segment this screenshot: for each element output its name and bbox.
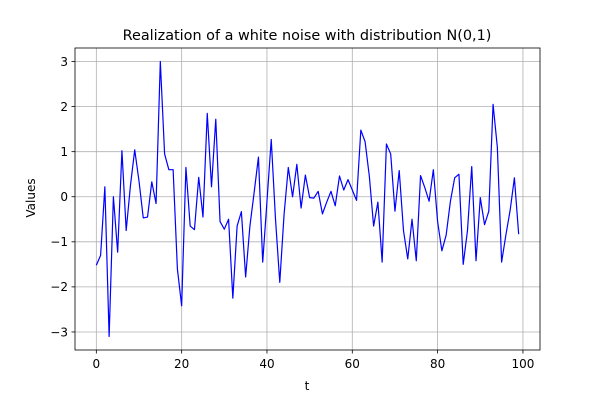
x-tick-label: 0 [93,357,101,371]
y-tick-label: 2 [60,100,68,114]
axis-ticks: 0 20 40 60 80 100 −3 −2 −1 0 1 2 3 [50,55,534,371]
series-line [95,60,520,338]
plot-area-frame [74,47,541,351]
x-tick-label: 80 [430,357,445,371]
x-tick-label: 40 [259,357,274,371]
y-tick-label: 3 [60,55,68,69]
y-tick-label: −3 [50,325,68,339]
x-tick-label: 100 [511,357,534,371]
y-tick-label: 1 [60,145,68,159]
y-tick-label: −2 [50,280,68,294]
series-layer [95,60,520,338]
y-tick-label: −1 [50,235,68,249]
x-axis-label: t [305,379,310,393]
x-tick-label: 20 [174,357,189,371]
chart-title: Realization of a white noise with distri… [123,28,492,44]
y-tick-label: 0 [60,190,68,204]
x-tick-label: 60 [345,357,360,371]
y-axis-label: Values [24,178,38,217]
